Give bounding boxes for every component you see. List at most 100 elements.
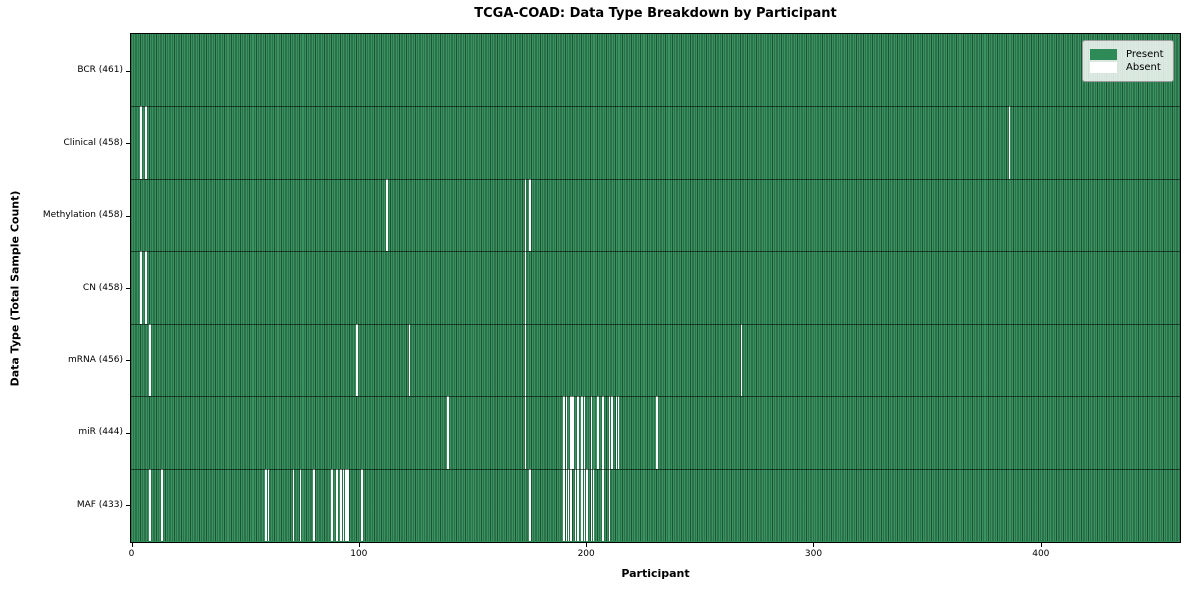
row-separator bbox=[131, 468, 1180, 470]
absent-stripe bbox=[563, 468, 565, 541]
absent-stripe bbox=[149, 468, 152, 541]
absent-stripe bbox=[1008, 106, 1011, 179]
absent-stripe bbox=[565, 468, 568, 541]
row-separator bbox=[131, 396, 1180, 398]
absent-stripe bbox=[524, 251, 527, 324]
absent-stripe bbox=[267, 468, 270, 541]
legend-label-absent: Absent bbox=[1126, 62, 1161, 73]
absent-stripe bbox=[144, 106, 147, 179]
absent-stripe bbox=[344, 468, 347, 541]
y-tick-label: Clinical (458) bbox=[63, 137, 123, 148]
heatmap-row bbox=[131, 34, 1180, 107]
absent-stripe bbox=[356, 323, 359, 397]
plot-area bbox=[130, 33, 1181, 543]
y-tick-label: BCR (461) bbox=[77, 65, 123, 76]
chart-title: TCGA-COAD: Data Type Breakdown by Partic… bbox=[474, 6, 837, 21]
y-tick-mark bbox=[126, 432, 130, 434]
x-tick-label: 300 bbox=[804, 549, 823, 559]
absent-stripe bbox=[265, 468, 268, 541]
present-swatch bbox=[1090, 49, 1117, 60]
absent-stripe bbox=[144, 251, 147, 324]
absent-stripe bbox=[597, 396, 599, 469]
absent-stripe bbox=[617, 396, 620, 469]
absent-stripe bbox=[140, 251, 143, 324]
absent-stripe bbox=[563, 396, 565, 469]
x-axis-label: Participant bbox=[621, 567, 690, 580]
absent-stripe bbox=[335, 468, 338, 541]
absent-stripe bbox=[570, 396, 572, 469]
absent-stripe bbox=[608, 396, 611, 469]
absent-stripe bbox=[592, 468, 595, 541]
y-tick-label: miR (444) bbox=[78, 427, 123, 438]
absent-stripe bbox=[524, 396, 527, 469]
heatmap-row bbox=[131, 468, 1180, 541]
absent-stripe bbox=[581, 468, 584, 541]
heatmap-row bbox=[131, 106, 1180, 179]
absent-stripe bbox=[565, 396, 568, 469]
x-tick-mark bbox=[586, 543, 588, 547]
x-tick-mark bbox=[813, 543, 815, 547]
x-tick-label: 200 bbox=[577, 549, 595, 559]
absent-stripe bbox=[656, 396, 659, 469]
absent-stripe bbox=[408, 323, 411, 397]
x-tick-mark bbox=[358, 543, 360, 547]
absent-stripe bbox=[610, 396, 613, 469]
row-separator bbox=[131, 323, 1180, 325]
absent-stripe bbox=[447, 396, 449, 469]
absent-stripe bbox=[601, 468, 604, 541]
absent-stripe bbox=[590, 468, 593, 541]
y-tick-mark bbox=[126, 288, 130, 289]
heatmap-row bbox=[131, 178, 1180, 252]
y-tick-mark bbox=[126, 70, 130, 72]
absent-stripe bbox=[574, 468, 577, 541]
absent-stripe bbox=[347, 468, 349, 541]
legend: Present Absent bbox=[1082, 40, 1174, 82]
absent-stripe bbox=[576, 468, 579, 541]
absent-stripe bbox=[567, 468, 570, 541]
y-tick-label: mRNA (456) bbox=[68, 354, 123, 365]
heatmap-row bbox=[131, 323, 1180, 397]
x-tick-label: 100 bbox=[350, 549, 368, 559]
y-tick-mark bbox=[126, 360, 130, 362]
absent-stripe bbox=[608, 468, 611, 541]
absent-stripe bbox=[583, 396, 586, 469]
y-tick-label: MAF (433) bbox=[76, 499, 123, 510]
absent-stripe bbox=[313, 468, 315, 541]
absent-stripe bbox=[740, 323, 743, 397]
x-tick-mark bbox=[1040, 543, 1042, 547]
absent-stripe bbox=[160, 468, 163, 541]
absent-stripe bbox=[340, 468, 343, 541]
absent-stripe bbox=[529, 468, 531, 541]
absent-stripe bbox=[331, 468, 334, 541]
absent-stripe bbox=[299, 468, 302, 541]
absent-stripe bbox=[570, 468, 572, 541]
absent-stripe bbox=[615, 396, 618, 469]
legend-item-present: Present bbox=[1090, 49, 1164, 60]
absent-stripe bbox=[524, 178, 527, 252]
y-tick-label: Methylation (458) bbox=[42, 210, 123, 221]
absent-stripe bbox=[342, 468, 345, 541]
absent-stripe bbox=[140, 106, 143, 179]
absent-stripe bbox=[590, 396, 593, 469]
legend-label-present: Present bbox=[1126, 49, 1164, 60]
absent-stripe bbox=[583, 468, 586, 541]
x-tick-label: 400 bbox=[1032, 549, 1050, 559]
y-tick-mark bbox=[126, 143, 130, 145]
y-tick-mark bbox=[126, 215, 130, 217]
row-separator bbox=[131, 106, 1180, 108]
absent-stripe bbox=[360, 468, 363, 541]
absent-swatch bbox=[1090, 62, 1117, 73]
absent-stripe bbox=[385, 178, 388, 252]
heatmap-row bbox=[131, 251, 1180, 324]
absent-stripe bbox=[581, 396, 584, 469]
absent-stripe bbox=[572, 396, 574, 469]
row-separator bbox=[131, 251, 1180, 253]
legend-item-absent: Absent bbox=[1090, 62, 1164, 73]
absent-stripe bbox=[601, 396, 604, 469]
y-tick-label: CN (458) bbox=[82, 282, 123, 293]
x-tick-label: 0 bbox=[128, 549, 135, 559]
absent-stripe bbox=[576, 396, 579, 469]
x-tick-mark bbox=[131, 543, 133, 547]
absent-stripe bbox=[529, 178, 531, 252]
y-tick-mark bbox=[126, 505, 130, 507]
